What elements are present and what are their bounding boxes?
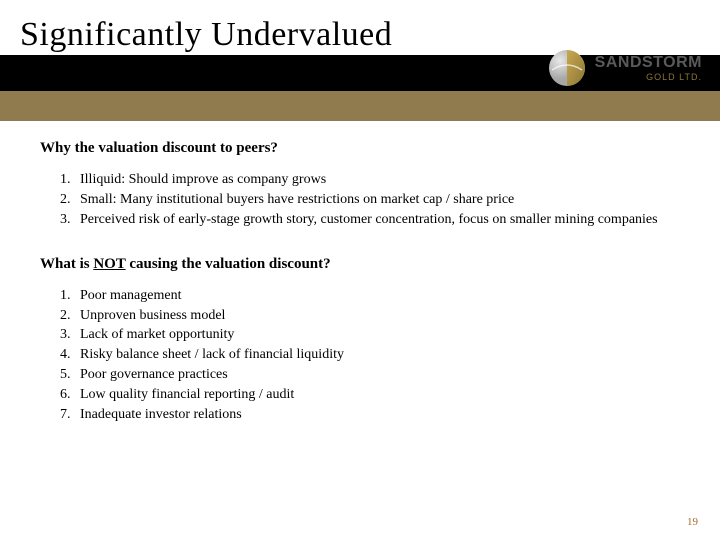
sandstorm-icon xyxy=(547,48,587,88)
list-item: Small: Many institutional buyers have re… xyxy=(74,191,680,210)
company-logo: SANDSTORM GOLD LTD. xyxy=(547,48,702,88)
header-olive-band xyxy=(0,91,720,121)
section1-heading: Why the valuation discount to peers? xyxy=(40,140,680,157)
list-item: Perceived risk of early-stage growth sto… xyxy=(74,211,680,230)
list-item: Lack of market opportunity xyxy=(74,326,680,345)
list-item: Unproven business model xyxy=(74,307,680,326)
logo-sub-text: GOLD LTD. xyxy=(595,73,702,82)
logo-main-text: SANDSTORM xyxy=(595,55,702,71)
list-item: Risky balance sheet / lack of financial … xyxy=(74,346,680,365)
heading-pre: What is xyxy=(40,256,93,272)
heading-post: causing the valuation discount? xyxy=(126,256,331,272)
section1-list: Illiquid: Should improve as company grow… xyxy=(74,171,680,230)
list-item: Illiquid: Should improve as company grow… xyxy=(74,171,680,190)
list-item: Poor governance practices xyxy=(74,366,680,385)
logo-text-block: SANDSTORM GOLD LTD. xyxy=(595,55,702,82)
heading-emphasis: NOT xyxy=(93,256,125,272)
section2-list: Poor management Unproven business model … xyxy=(74,287,680,425)
slide-title: Significantly Undervalued xyxy=(20,16,392,54)
list-item: Inadequate investor relations xyxy=(74,406,680,425)
section2-heading: What is NOT causing the valuation discou… xyxy=(40,256,680,273)
list-item: Low quality financial reporting / audit xyxy=(74,386,680,405)
page-number: 19 xyxy=(687,516,698,528)
list-item: Poor management xyxy=(74,287,680,306)
slide-content: Why the valuation discount to peers? Ill… xyxy=(40,140,680,451)
